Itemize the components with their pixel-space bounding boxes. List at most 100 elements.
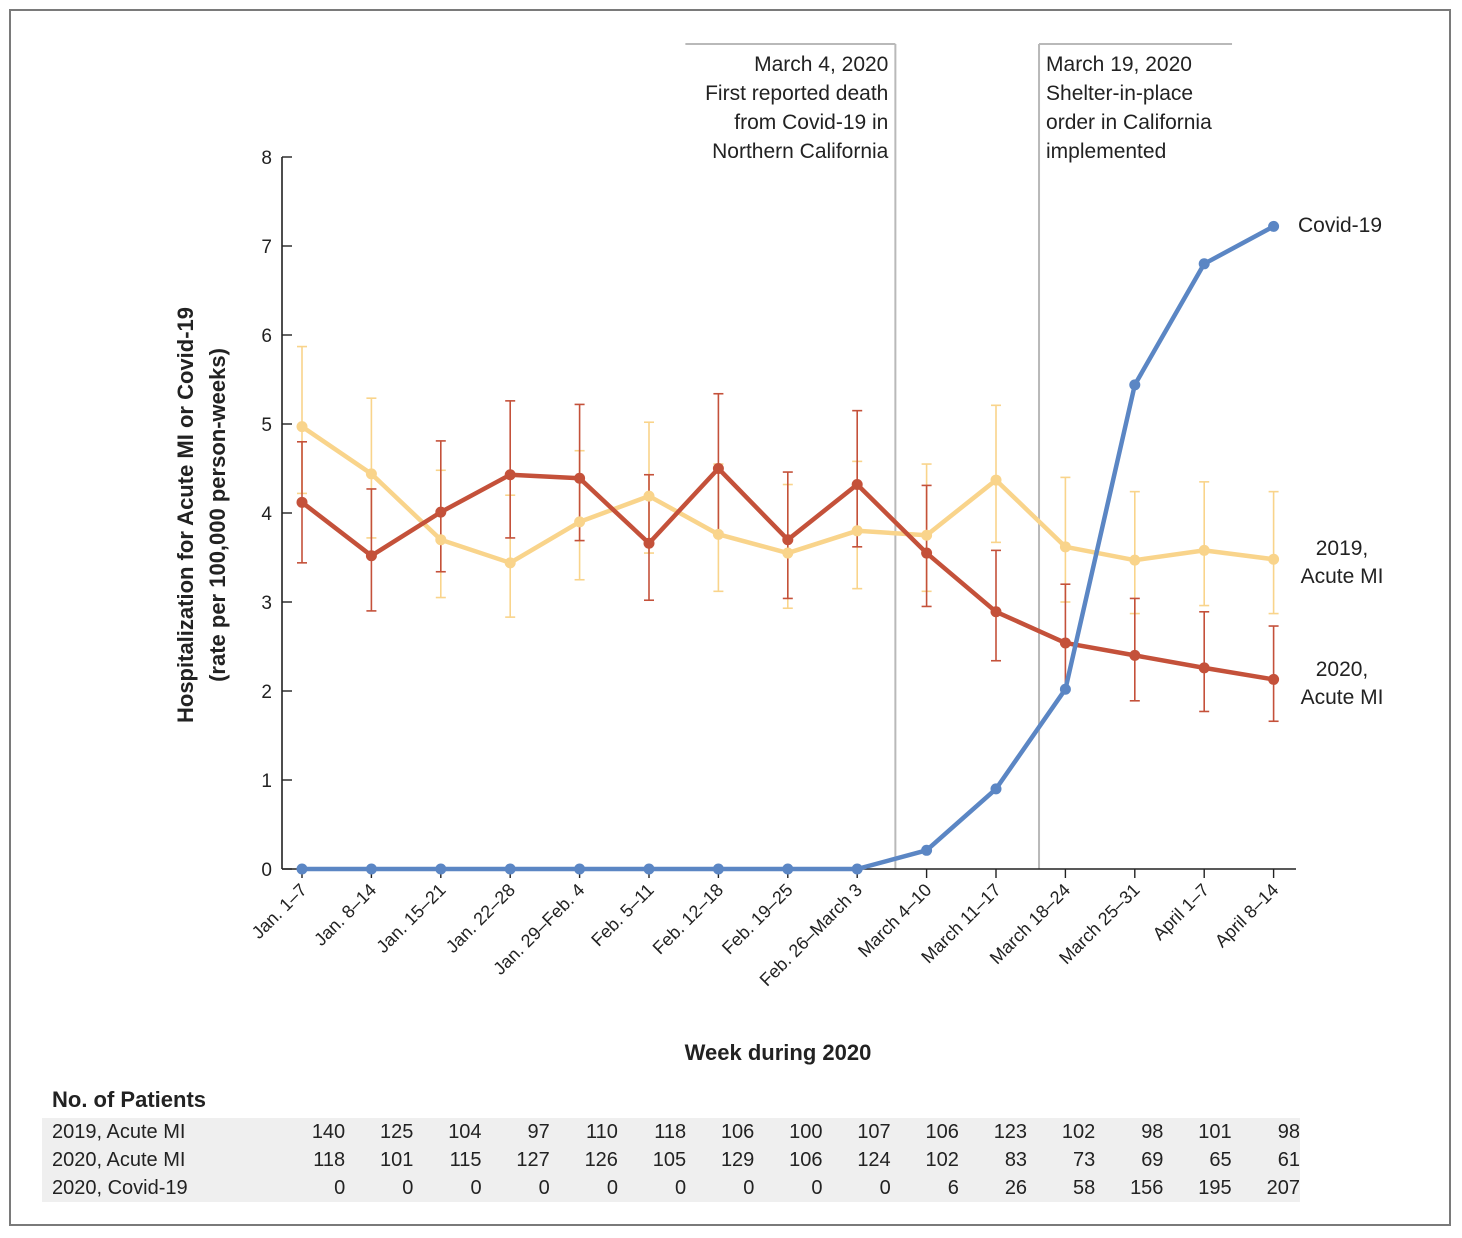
y-axis-title-line2: (rate per 100,000 person-weeks) (205, 348, 230, 682)
data-point (921, 547, 933, 559)
patients-cell: 0 (754, 1174, 823, 1202)
patients-cell: 140 (277, 1118, 346, 1146)
data-point (365, 550, 377, 562)
annotation-text: March 19, 2020 (1046, 53, 1192, 76)
patients-cell: 207 (1231, 1174, 1300, 1202)
patients-cell: 156 (1095, 1174, 1164, 1202)
data-point (435, 534, 447, 546)
patients-cell: 98 (1095, 1118, 1164, 1146)
patients-cell: 106 (890, 1118, 959, 1146)
data-point (1198, 544, 1210, 556)
patients-cell: 118 (277, 1146, 346, 1174)
data-point (574, 472, 586, 484)
data-point (643, 863, 655, 875)
series-label: Covid-19 (1298, 214, 1382, 237)
data-point (782, 534, 794, 546)
data-point (365, 468, 377, 480)
patients-table-section: No. of Patients 2019, Acute MI 140 125 104 9… (42, 1086, 1300, 1202)
patients-cell: 123 (958, 1118, 1028, 1146)
x-tick-label: April 1–7 (1149, 880, 1213, 944)
patients-cell: 115 (413, 1146, 482, 1174)
data-point (1268, 673, 1280, 685)
y-axis-title: Hospitalization for Acute MI or Covid-19… (173, 307, 230, 723)
data-point (1129, 379, 1141, 391)
patients-cell: 127 (481, 1146, 550, 1174)
patients-cell: 102 (1027, 1118, 1096, 1146)
patients-cell: 97 (481, 1118, 550, 1146)
x-tick-label: Feb. 5–11 (587, 880, 658, 951)
figure-frame (9, 9, 1451, 1226)
annotation-text: implemented (1046, 140, 1166, 163)
data-point (296, 863, 308, 875)
data-point (504, 557, 516, 569)
data-point (574, 516, 586, 528)
data-point (504, 469, 516, 481)
data-point (712, 528, 724, 540)
patients-cell: 106 (686, 1118, 755, 1146)
y-tick-label: 5 (261, 415, 272, 436)
data-point (1059, 541, 1071, 553)
patients-cell: 100 (754, 1118, 823, 1146)
patients-table-title: No. of Patients (52, 1087, 207, 1112)
patients-cell: 107 (822, 1118, 891, 1146)
patients-cell: 61 (1231, 1146, 1300, 1174)
patients-cell: 0 (413, 1174, 482, 1202)
annotation-text: from Covid-19 in (734, 111, 888, 134)
patients-table: 2019, Acute MI 140 125 104 97 110 118 106 100 107… (42, 1118, 1300, 1202)
data-point (990, 783, 1002, 795)
data-point (296, 496, 308, 508)
series-label: 2020, (1316, 658, 1369, 681)
y-tick-label: 4 (261, 504, 272, 525)
patients-cell: 58 (1027, 1174, 1096, 1202)
data-point (851, 525, 863, 537)
patients-cell: 101 (1163, 1118, 1232, 1146)
annotation-text: Shelter-in-place (1046, 82, 1193, 105)
patients-row-label: 2019, Acute MI (42, 1118, 277, 1146)
y-axis-title-line1: Hospitalization for Acute MI or Covid-19 (173, 307, 198, 723)
patients-cell: 104 (413, 1118, 482, 1146)
data-point (1198, 258, 1210, 270)
data-point (1129, 649, 1141, 661)
annotation-text: Northern California (712, 140, 889, 163)
patients-cell: 0 (822, 1174, 891, 1202)
y-tick-label: 7 (261, 237, 272, 258)
patients-cell: 0 (686, 1174, 755, 1202)
patients-cell: 69 (1095, 1146, 1164, 1174)
data-point (990, 474, 1002, 486)
patients-row: 2020, Acute MI 118 101 115 127 126 105 129 106 12… (42, 1146, 1300, 1174)
patients-cell: 102 (890, 1146, 959, 1174)
patients-cell: 0 (345, 1174, 414, 1202)
data-point (435, 863, 447, 875)
x-tick-label: Jan. 15–21 (372, 880, 449, 957)
data-point (990, 606, 1002, 618)
patients-cell: 126 (549, 1146, 618, 1174)
x-tick-label: April 8–14 (1211, 880, 1282, 951)
patients-cell: 65 (1163, 1146, 1232, 1174)
data-point (1059, 683, 1071, 695)
x-tick-label: Jan. 8–14 (310, 880, 380, 950)
patients-cell: 98 (1231, 1118, 1300, 1146)
y-tick-label: 1 (261, 771, 272, 792)
y-tick-label: 8 (261, 148, 272, 169)
patients-cell: 195 (1163, 1174, 1232, 1202)
patients-cell: 0 (549, 1174, 618, 1202)
data-point (921, 529, 933, 541)
patients-cell: 105 (617, 1146, 687, 1174)
data-point (643, 490, 655, 502)
data-point (1059, 637, 1071, 649)
data-point (921, 844, 933, 856)
x-tick-label: Jan. 1–7 (248, 880, 311, 943)
patients-cell: 125 (345, 1118, 414, 1146)
series-label: 2019, (1316, 537, 1369, 560)
data-point (435, 506, 447, 518)
data-point (782, 863, 794, 875)
y-tick-label: 2 (261, 682, 272, 703)
patients-cell: 110 (549, 1118, 618, 1146)
data-point (712, 863, 724, 875)
y-tick-label: 6 (261, 326, 272, 347)
series-label-line2: Acute MI (1301, 686, 1384, 709)
patients-cell: 118 (617, 1118, 687, 1146)
patients-cell: 73 (1027, 1146, 1096, 1174)
patients-cell: 6 (890, 1174, 959, 1202)
data-point (1268, 553, 1280, 565)
